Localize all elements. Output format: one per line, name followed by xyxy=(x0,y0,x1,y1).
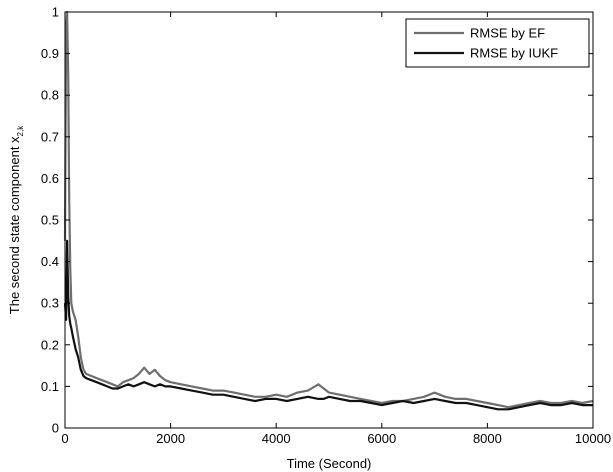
y-axis-label-main: The second state component x xyxy=(7,136,22,314)
y-tick-label: 1 xyxy=(52,5,59,20)
y-tick-label: 0 xyxy=(52,421,59,436)
x-tick-label: 0 xyxy=(61,431,68,446)
x-tick-label: 10000 xyxy=(575,431,611,446)
y-axis-label-subscript: 2,k xyxy=(16,125,25,137)
x-tick-label: 6000 xyxy=(367,431,396,446)
x-tick-label: 2000 xyxy=(156,431,185,446)
legend-label: RMSE by EF xyxy=(470,26,545,41)
series-line-2 xyxy=(63,239,593,411)
y-axis-label: The second state component x2,k xyxy=(7,125,25,314)
legend: RMSE by EF RMSE by IUKF xyxy=(405,18,590,68)
y-tick-label: 0.2 xyxy=(41,337,59,352)
series-line-1 xyxy=(63,10,594,409)
axis-ticks: 0 2000 4000 6000 8000 10000 0 0.1 0.2 0.3 0.4 0.5 0.… xyxy=(41,5,611,447)
legend-label: RMSE by IUKF xyxy=(470,46,558,61)
x-axis-label: Time (Second) xyxy=(287,456,372,471)
x-tick-label: 4000 xyxy=(262,431,291,446)
y-tick-label: 0.9 xyxy=(41,46,59,61)
y-tick-label: 0.7 xyxy=(41,129,59,144)
y-tick-label: 0.6 xyxy=(41,171,59,186)
y-tick-label: 0.1 xyxy=(41,379,59,394)
y-tick-label: 0.5 xyxy=(41,213,59,228)
series-layer xyxy=(63,10,594,411)
legend-box xyxy=(405,18,590,68)
y-tick-label: 0.4 xyxy=(41,254,59,269)
plot-area-frame xyxy=(64,11,594,429)
y-tick-label: 0.3 xyxy=(41,296,59,311)
x-tick-label: 8000 xyxy=(473,431,502,446)
y-tick-label: 0.8 xyxy=(41,88,59,103)
